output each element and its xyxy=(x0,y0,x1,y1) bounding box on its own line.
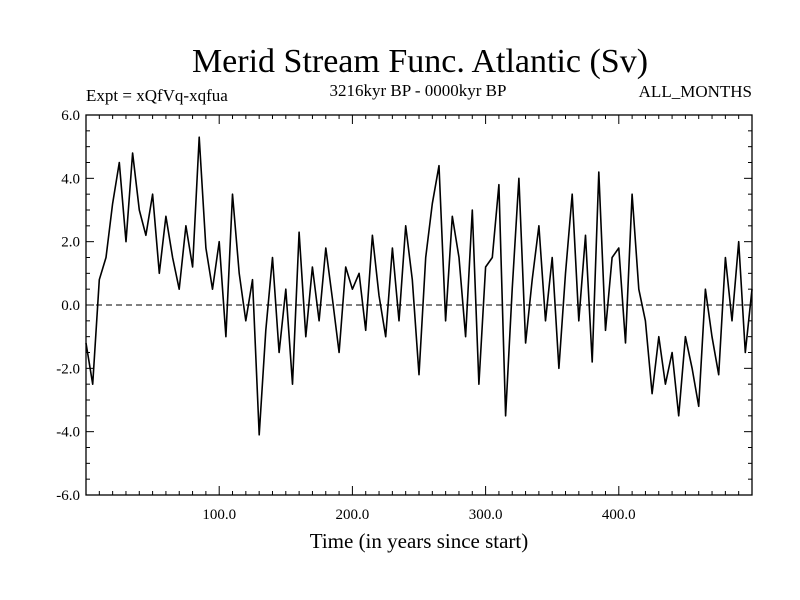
series-line xyxy=(85,136,753,436)
y-axis: -6.0 -4.0 -2.0 0.0 2.0 4.0 6.0 xyxy=(56,108,752,504)
x-axis-label: Time (in years since start) xyxy=(310,529,529,553)
x-tick-label: 100.0 xyxy=(202,507,236,523)
y-tick-label: 2.0 xyxy=(61,235,80,251)
y-tick-label: -2.0 xyxy=(56,361,80,377)
x-tick-label: 400.0 xyxy=(602,507,636,523)
y-tick-label: 0.0 xyxy=(61,298,80,314)
x-tick-label: 300.0 xyxy=(469,507,503,523)
x-axis: 100.0 200.0 300.0 400.0 xyxy=(98,115,740,523)
x-tick-label: 200.0 xyxy=(336,507,370,523)
y-tick-label: 4.0 xyxy=(61,171,80,187)
y-tick-label: -6.0 xyxy=(56,488,80,504)
y-tick-label: -4.0 xyxy=(56,425,80,441)
period-label: 3216kyr BP - 0000kyr BP xyxy=(330,81,507,100)
experiment-label: Expt = xQfVq-xqfua xyxy=(86,86,228,105)
chart-title: Merid Stream Func. Atlantic (Sv) xyxy=(192,43,648,80)
season-label: ALL_MONTHS xyxy=(639,82,752,101)
y-tick-label: 6.0 xyxy=(61,108,80,124)
